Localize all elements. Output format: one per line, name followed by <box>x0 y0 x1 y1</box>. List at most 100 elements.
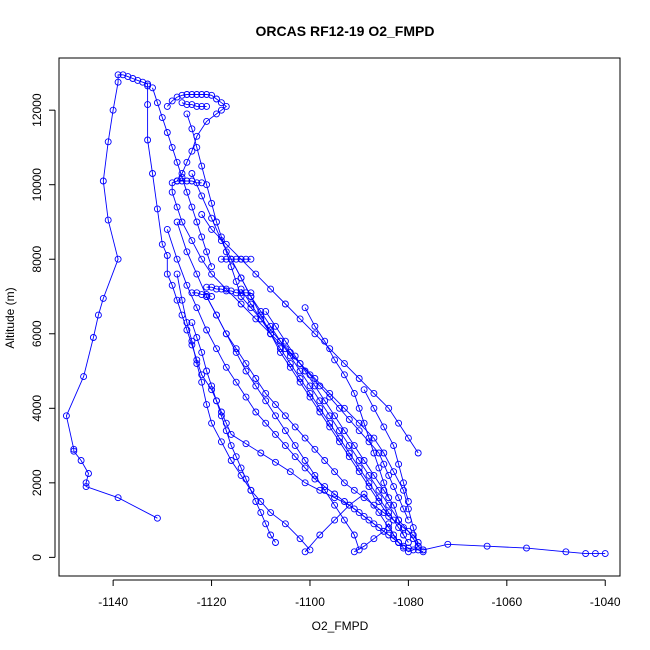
data-point <box>409 531 417 539</box>
data-point <box>267 322 275 330</box>
data-point <box>375 449 383 457</box>
data-point <box>267 509 275 517</box>
data-point <box>188 91 196 98</box>
data-point <box>355 375 363 382</box>
data-point <box>395 460 403 468</box>
data-point <box>360 542 368 550</box>
data-point <box>340 516 348 524</box>
data-point <box>340 498 348 505</box>
data-point <box>321 337 329 345</box>
data-point <box>296 360 304 368</box>
data-point <box>237 289 245 297</box>
data-point <box>331 356 339 364</box>
data-point <box>198 162 206 170</box>
data-point <box>331 490 339 498</box>
data-point <box>183 158 191 166</box>
data-point <box>178 296 186 304</box>
data-point <box>336 427 343 435</box>
data-point <box>252 498 260 505</box>
data-point <box>419 548 427 556</box>
data-point <box>370 501 378 509</box>
data-point <box>247 304 255 312</box>
data-point <box>409 535 417 543</box>
data-point <box>208 214 216 222</box>
data-point <box>281 300 289 308</box>
data-point <box>365 471 373 479</box>
data-point <box>203 367 211 375</box>
data-point <box>562 548 570 556</box>
data-point <box>321 486 329 494</box>
data-point <box>360 386 368 394</box>
data-point <box>183 188 191 196</box>
data-point <box>188 125 196 133</box>
data-point <box>188 177 196 185</box>
data-point <box>222 285 230 293</box>
data-point <box>188 341 196 349</box>
data-point <box>365 438 373 446</box>
data-point <box>345 442 353 450</box>
data-point <box>306 371 314 379</box>
data-point <box>217 438 225 446</box>
data-point <box>232 278 240 286</box>
x-tick-label: -1100 <box>295 595 325 609</box>
data-point <box>306 389 314 397</box>
data-point <box>267 326 275 334</box>
data-point <box>365 479 373 487</box>
data-point <box>173 255 181 263</box>
data-point <box>311 375 319 382</box>
data-point <box>276 345 284 353</box>
data-point <box>193 143 201 151</box>
data-point <box>331 468 339 476</box>
data-point <box>395 494 403 502</box>
data-point <box>331 516 339 524</box>
data-point <box>227 442 235 450</box>
data-point <box>380 486 388 494</box>
data-point <box>355 457 363 464</box>
data-point <box>404 434 412 442</box>
data-point <box>193 304 201 312</box>
data-point <box>390 531 398 539</box>
data-point <box>173 93 181 101</box>
data-point <box>237 293 245 300</box>
data-point <box>286 348 294 356</box>
data-point <box>272 458 279 466</box>
data-point <box>311 475 319 483</box>
data-point <box>355 427 363 435</box>
data-point <box>360 490 368 498</box>
data-point <box>153 514 161 522</box>
data-point <box>286 360 294 368</box>
data-point <box>129 75 137 82</box>
data-point <box>158 240 166 248</box>
data-point <box>144 80 152 88</box>
data-point <box>257 498 265 505</box>
data-point <box>178 218 186 226</box>
data-point <box>114 71 122 79</box>
data-point <box>336 434 343 442</box>
y-tick-label: 2000 <box>30 469 44 496</box>
data-point <box>173 203 181 211</box>
data-point <box>163 252 171 259</box>
data-point <box>252 270 260 278</box>
data-point <box>257 307 265 315</box>
data-point <box>242 440 250 448</box>
data-point <box>301 367 309 375</box>
data-point <box>262 397 270 405</box>
data-point <box>350 505 358 513</box>
data-point <box>301 434 309 442</box>
data-point <box>247 486 255 494</box>
data-point <box>523 544 530 552</box>
data-point <box>340 371 348 379</box>
data-point <box>144 101 152 109</box>
data-point <box>375 464 383 472</box>
data-point <box>232 255 240 263</box>
data-point <box>355 468 363 476</box>
data-point <box>350 442 358 450</box>
data-point <box>400 479 407 487</box>
data-point <box>385 531 393 539</box>
data-point <box>85 470 92 477</box>
data-point <box>203 326 211 334</box>
data-point <box>345 416 353 423</box>
data-point <box>385 404 393 412</box>
data-point <box>242 393 250 401</box>
data-point <box>400 505 407 513</box>
